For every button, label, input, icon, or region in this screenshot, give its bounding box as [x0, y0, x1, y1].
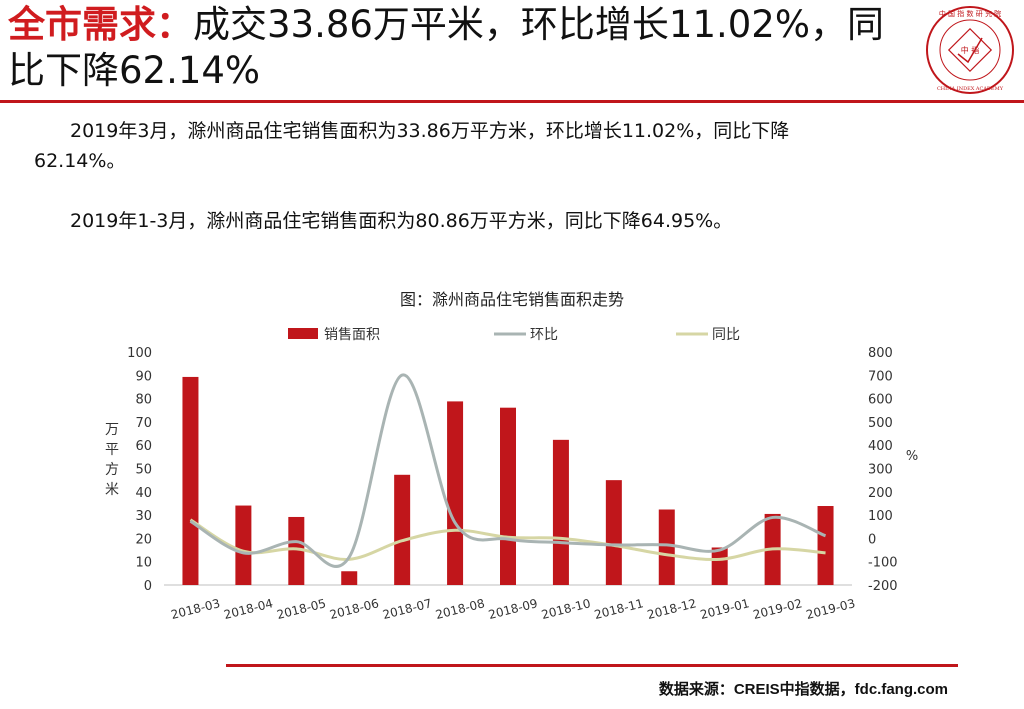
y-axis-label: 米	[105, 482, 119, 498]
bar-sales-area	[605, 480, 622, 585]
y2-tick-label: 600	[868, 393, 893, 408]
bar-sales-area	[711, 547, 728, 585]
x-tick-label: 2018-10	[540, 596, 592, 622]
bar-sales-area	[500, 407, 516, 585]
x-tick-label: 2019-02	[752, 596, 804, 622]
y2-tick-label: -200	[868, 579, 898, 594]
y2-tick-label: 200	[868, 486, 893, 501]
bar-sales-area	[182, 376, 199, 585]
y2-tick-label: 800	[868, 346, 893, 361]
data-source: 数据来源：CREIS中指数据，fdc.fang.com	[658, 681, 948, 698]
y-axis-label: 平	[105, 442, 119, 458]
y2-tick-label: 700	[868, 369, 893, 384]
x-tick-label: 2018-04	[222, 596, 274, 622]
y-axis-label: 方	[105, 462, 119, 478]
chart-title: 图：滁州商品住宅销售面积走势	[399, 290, 624, 309]
y-tick-label: 50	[135, 463, 152, 478]
legend-label: 环比	[530, 327, 558, 343]
logo-arc-text: 中 国 指 数 研 究 院	[939, 9, 1001, 18]
x-tick-label: 2018-03	[169, 596, 221, 622]
bar-sales-area	[341, 571, 358, 585]
legend-label: 销售面积	[324, 327, 380, 343]
legend-swatch-bar	[288, 328, 318, 339]
bar-sales-area	[288, 516, 305, 585]
y-tick-label: 70	[135, 416, 152, 431]
x-tick-label: 2018-07	[381, 596, 433, 622]
bar-sales-area	[394, 474, 411, 585]
x-tick-label: 2018-08	[434, 596, 486, 622]
title-highlight: 全市需求：	[8, 3, 193, 46]
x-tick-label: 2018-09	[487, 596, 539, 622]
y-tick-label: 60	[135, 439, 152, 454]
x-tick-label: 2018-11	[593, 596, 645, 622]
logo-center-text: 中 指	[961, 45, 980, 55]
line-yoy	[189, 518, 826, 562]
sales-area-chart: 0 10 20 30 40 50 60 70 80 90 100 -200 -100 0 100 200 300…	[105, 327, 918, 622]
y-tick-label: 30	[135, 509, 152, 524]
y2-tick-label: 400	[868, 439, 893, 454]
bar-sales-area	[552, 439, 569, 585]
bar-sales-area	[235, 505, 252, 585]
china-index-academy-logo: 中 国 指 数 研 究 院 中 指 CHINA INDEX ACADEMY	[926, 6, 1014, 94]
logo-bottom-text: CHINA INDEX ACADEMY	[937, 86, 1004, 92]
footer-divider	[226, 664, 958, 667]
y2-tick-label: 0	[868, 532, 876, 547]
paragraph-quarterly: 2019年1-3月，滁州商品住宅销售面积为80.86万平方米，同比下降64.95…	[70, 210, 733, 232]
y-tick-label: 80	[135, 393, 152, 408]
legend-label: 同比	[712, 327, 740, 343]
y-tick-label: 40	[135, 486, 152, 501]
x-tick-label: 2018-06	[328, 596, 380, 622]
y2-tick-label: 500	[868, 416, 893, 431]
x-tick-label: 2018-05	[275, 596, 327, 622]
paragraph-monthly-line1: 2019年3月，滁州商品住宅销售面积为33.86万平方米，环比增长11.02%，…	[70, 120, 790, 142]
x-tick-label: 2018-12	[646, 596, 698, 622]
paragraph-monthly: 2019年3月，滁州商品住宅销售面积为33.86万平方米，环比增长11.02%，…	[34, 116, 974, 176]
title-text: 成交33.86万平米，环比增长11.02%，同比下降62.14%	[8, 3, 885, 92]
y2-tick-label: 100	[868, 509, 893, 524]
x-tick-label: 2019-03	[805, 596, 857, 622]
y-tick-label: 20	[135, 532, 152, 547]
y-tick-label: 90	[135, 369, 152, 384]
y-tick-label: 0	[144, 579, 152, 594]
y2-axis-label: %	[906, 449, 918, 464]
y-axis-label: 万	[105, 422, 119, 438]
y-tick-label: 100	[127, 346, 152, 361]
x-tick-label: 2019-01	[699, 596, 751, 622]
paragraph-monthly-line2: 62.14%。	[34, 150, 126, 172]
page-title: 全市需求：成交33.86万平米，环比增长11.02%，同比下降62.14%	[8, 2, 908, 94]
header-divider	[0, 100, 1024, 103]
bar-sales-area	[817, 506, 834, 585]
y2-tick-label: 300	[868, 463, 893, 478]
y2-tick-label: -100	[868, 556, 898, 571]
y-tick-label: 10	[135, 556, 152, 571]
bar-sales-area	[447, 401, 464, 585]
bar-sales-area	[658, 509, 675, 585]
line-mom	[189, 373, 827, 568]
